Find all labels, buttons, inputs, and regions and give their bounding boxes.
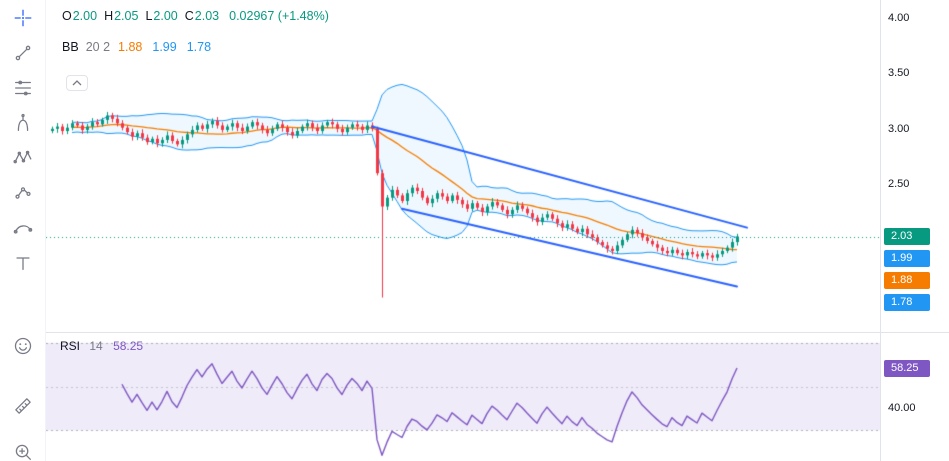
- rsi-pane: RSI 14 58.25: [46, 333, 880, 461]
- price-badge-1.99: 1.99: [884, 250, 930, 267]
- bb-lower-value: 1.78: [186, 40, 212, 54]
- forecast-tool[interactable]: [4, 179, 42, 207]
- crosshair-icon: [14, 9, 31, 27]
- chart-region: O 2.00 H 2.05 L 2.00 C 2.03 0.02967 (+1.48%)…: [46, 0, 880, 461]
- ohlc-legend-row[interactable]: O 2.00 H 2.05 L 2.00 C 2.03 0.02967 (+1.48%): [62, 8, 329, 24]
- bb-legend-row[interactable]: BB 20 2 1.88 1.99 1.78: [62, 39, 329, 55]
- low-value: 2.00: [153, 9, 178, 23]
- price-badge-1.88: 1.88: [884, 272, 930, 289]
- bb-name: BB: [62, 40, 79, 54]
- rsi-chart-canvas[interactable]: [46, 333, 880, 461]
- open-pair: O 2.00: [62, 8, 97, 24]
- change-value: 0.02967 (+1.48%): [229, 9, 329, 23]
- arc-brush-tool[interactable]: [4, 214, 42, 242]
- crosshair-tool[interactable]: [4, 4, 42, 32]
- bb-basis-value: 1.88: [118, 40, 143, 54]
- open-value: 2.00: [72, 9, 98, 23]
- indicator-legend: O 2.00 H 2.05 L 2.00 C 2.03 0.02967 (+1.48%)…: [62, 8, 329, 91]
- xabcd-pattern-icon: [12, 150, 31, 164]
- price-axis[interactable]: 4.00 3.50 3.00 2.50 2.03 1.99 1.88 1.78 40.00 58.…: [880, 0, 949, 461]
- zoom-in-tool[interactable]: [4, 438, 42, 461]
- rsi-value: 58.25: [113, 339, 144, 353]
- bb-upper-value: 1.99: [152, 40, 177, 54]
- fib-retracement-tool[interactable]: [4, 74, 42, 102]
- axis-pane-separator: [881, 332, 949, 333]
- price-tick-4.00: 4.00: [888, 11, 910, 24]
- ruler-tool[interactable]: [4, 392, 42, 420]
- rsi-legend-row[interactable]: RSI 14 58.25: [60, 338, 143, 354]
- chevron-up-icon: [72, 80, 82, 86]
- trend-line-tool[interactable]: [4, 39, 42, 67]
- high-value: 2.05: [114, 9, 139, 23]
- close-pair: C 2.03: [185, 8, 219, 24]
- emoji-icon: [14, 337, 31, 355]
- text-icon: [15, 257, 30, 271]
- text-tool[interactable]: [4, 249, 42, 277]
- high-pair: H 2.05: [104, 8, 138, 24]
- zoom-in-icon: [15, 444, 31, 460]
- legend-collapse-button[interactable]: [66, 75, 88, 91]
- price-tick-3.50: 3.50: [888, 67, 910, 80]
- rsi-badge-58.25: 58.25: [884, 360, 930, 378]
- price-pane: O 2.00 H 2.05 L 2.00 C 2.03 0.02967 (+1.48%)…: [46, 0, 880, 332]
- rsi-tick-40.00: 40.00: [888, 402, 916, 415]
- close-label: C: [184, 9, 194, 23]
- open-label: O: [62, 9, 72, 23]
- fib-retracement-icon: [14, 80, 31, 96]
- price-badge-2.03: 2.03: [884, 228, 930, 245]
- low-label: L: [145, 9, 153, 23]
- pitchfork-tool[interactable]: [4, 109, 42, 137]
- high-label: H: [104, 9, 114, 23]
- forecast-icon: [14, 187, 31, 199]
- arc-brush-icon: [13, 225, 32, 234]
- price-tick-3.00: 3.00: [888, 122, 910, 135]
- price-chart-canvas[interactable]: [46, 0, 880, 332]
- close-value: 2.03: [194, 9, 220, 23]
- pane-separator[interactable]: [46, 332, 880, 333]
- ruler-icon: [14, 398, 31, 414]
- xabcd-pattern-tool[interactable]: [4, 144, 42, 172]
- rsi-settings: 14: [89, 339, 103, 353]
- price-badge-1.78: 1.78: [884, 294, 930, 311]
- bb-settings: 20 2: [85, 40, 111, 54]
- price-tick-2.50: 2.50: [888, 178, 910, 191]
- trend-line-icon: [15, 45, 30, 61]
- rsi-name: RSI: [60, 339, 81, 353]
- pitchfork-icon: [17, 113, 28, 131]
- drawing-toolbar: [0, 0, 46, 461]
- emoji-tool[interactable]: [4, 332, 42, 360]
- low-pair: L 2.00: [145, 8, 177, 24]
